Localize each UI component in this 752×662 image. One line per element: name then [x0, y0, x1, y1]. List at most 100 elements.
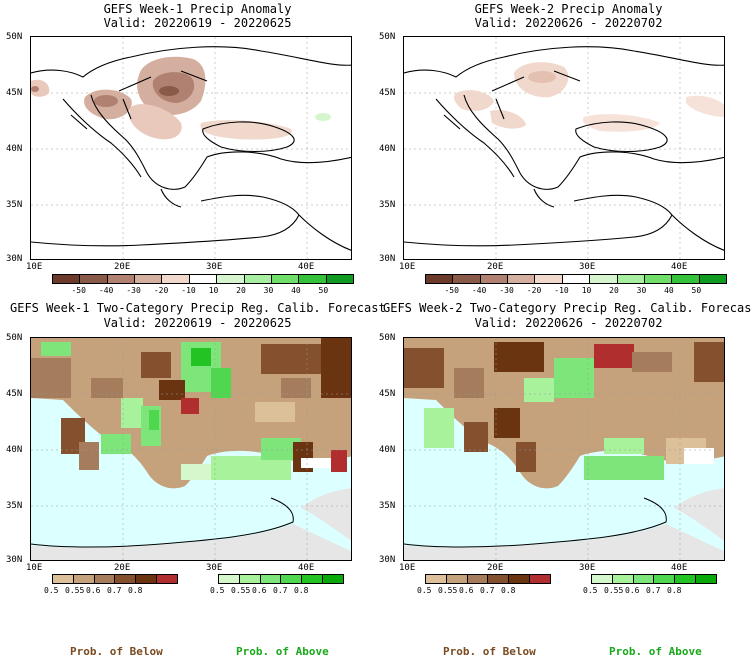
panel-valid-4: Valid: 20220626 - 20220702: [474, 316, 663, 330]
colorbar-swatch: [488, 575, 510, 583]
lat-label: 35N: [6, 501, 23, 511]
colorbar-swatch: [426, 575, 447, 583]
lat-label: 50N: [379, 32, 396, 42]
prob-below-label-week1: Prob. of Below: [70, 645, 163, 658]
anomaly-map-week1: [30, 36, 352, 260]
lat-label: 45N: [379, 389, 396, 399]
lon-label: 10E: [399, 563, 416, 573]
colorbar-swatch: [617, 275, 645, 283]
lon-label: 20E: [487, 262, 504, 272]
colorbar-swatch: [80, 275, 108, 283]
panel-title-2: GEFS Week-2 Precip Anomaly: [474, 2, 663, 16]
panel-valid-1: Valid: 20220619 - 20220625: [103, 16, 292, 30]
lon-label: 40E: [671, 563, 688, 573]
lat-label: 35N: [6, 200, 23, 210]
lon-label: 10E: [26, 563, 43, 573]
colorbar-tick-label: -20: [526, 286, 542, 295]
colorbar-swatch: [135, 275, 163, 283]
lat-label: 50N: [6, 32, 23, 42]
colorbar-tick-label: 0.6: [459, 586, 474, 595]
lat-label: 30N: [379, 254, 396, 264]
colorbar-swatch: [299, 275, 327, 283]
colorbar-tick-label: 50: [318, 286, 329, 295]
colorbar-tick-label: 0.6: [625, 586, 640, 595]
colorbar-tick-label: -30: [499, 286, 514, 295]
lon-label: 40E: [298, 563, 315, 573]
colorbar-tick-label: -40: [98, 286, 114, 295]
colorbar-tick-label: 0.55: [231, 586, 251, 595]
lon-label: 30E: [206, 563, 223, 573]
colorbar-tick-label: 10: [208, 286, 219, 295]
colorbar-swatch: [508, 275, 536, 283]
colorbar-tick-label: 40: [664, 286, 674, 295]
above-colorbar-week2: [591, 574, 717, 584]
colorbar-swatch: [115, 575, 137, 583]
panel-title-3: GEFS Week-1 Two-Category Precip Reg. Cal…: [10, 301, 386, 315]
lat-label: 45N: [6, 389, 23, 399]
colorbar-swatch: [73, 575, 95, 583]
colorbar-swatch: [590, 275, 618, 283]
above-colorbar-week1: [218, 574, 344, 584]
probability-map-week2-canvas: [404, 338, 724, 560]
colorbar-swatch: [53, 275, 81, 283]
colorbar-swatch: [426, 275, 454, 283]
panel-title-4: GEFS Week-2 Two-Category Precip Reg. Cal…: [383, 301, 752, 315]
lon-label: 40E: [671, 262, 688, 272]
colorbar-tick-label: -50: [71, 286, 86, 295]
colorbar-swatch: [535, 275, 563, 283]
lon-label: 30E: [206, 262, 223, 272]
colorbar-swatch: [672, 275, 700, 283]
colorbar-swatch: [53, 575, 74, 583]
lat-label: 40N: [379, 445, 396, 455]
colorbar-swatch: [260, 575, 282, 583]
colorbar-swatch: [157, 575, 177, 583]
lon-label: 10E: [26, 262, 43, 272]
probability-map-week1: [30, 337, 352, 561]
colorbar-swatch: [281, 575, 303, 583]
probability-map-week2: [403, 337, 725, 561]
colorbar-swatch: [326, 275, 353, 283]
colorbar-swatch: [480, 275, 509, 283]
colorbar-swatch: [302, 575, 324, 583]
colorbar-tick-label: 30: [263, 286, 274, 295]
colorbar-tick-label: 0.8: [501, 586, 516, 595]
colorbar-tick-label: 0.55: [604, 586, 624, 595]
colorbar-swatch: [592, 575, 613, 583]
colorbar-tick-label: 20: [236, 286, 246, 295]
colorbar-tick-label: 0.7: [646, 586, 661, 595]
lon-label: 30E: [579, 563, 596, 573]
lon-label: 30E: [579, 262, 596, 272]
colorbar-swatch: [644, 275, 673, 283]
panel-valid-2: Valid: 20220626 - 20220702: [474, 16, 663, 30]
colorbar-tick-label: 10: [581, 286, 592, 295]
lon-label: 40E: [298, 262, 315, 272]
lat-label: 45N: [379, 88, 396, 98]
colorbar-tick-label: 0.5: [210, 586, 225, 595]
colorbar-tick-label: 0.8: [294, 586, 309, 595]
colorbar-swatch: [136, 575, 158, 583]
lon-label: 20E: [487, 563, 504, 573]
colorbar-tick-label: -10: [181, 286, 196, 295]
colorbar-tick-label: 0.6: [86, 586, 101, 595]
colorbar-swatch: [323, 575, 343, 583]
panel-valid-3: Valid: 20220619 - 20220625: [103, 316, 292, 330]
colorbar-swatch: [271, 275, 300, 283]
lon-label: 20E: [114, 262, 131, 272]
colorbar-swatch: [94, 575, 116, 583]
colorbar-tick-label: -40: [471, 286, 487, 295]
colorbar-tick-label: 30: [636, 286, 647, 295]
colorbar-tick-label: -10: [554, 286, 569, 295]
colorbar-tick-label: 0.7: [273, 586, 288, 595]
lat-label: 35N: [379, 501, 396, 511]
colorbar-tick-label: 0.6: [252, 586, 267, 595]
colorbar-swatch: [699, 275, 726, 283]
colorbar-tick-label: 50: [691, 286, 702, 295]
lat-label: 40N: [6, 144, 23, 154]
lat-label: 50N: [379, 333, 396, 343]
probability-map-week1-canvas: [31, 338, 351, 560]
lat-label: 45N: [6, 88, 23, 98]
colorbar-swatch: [446, 575, 468, 583]
lat-label: 50N: [6, 333, 23, 343]
colorbar-swatch: [530, 575, 550, 583]
colorbar-swatch: [239, 575, 261, 583]
